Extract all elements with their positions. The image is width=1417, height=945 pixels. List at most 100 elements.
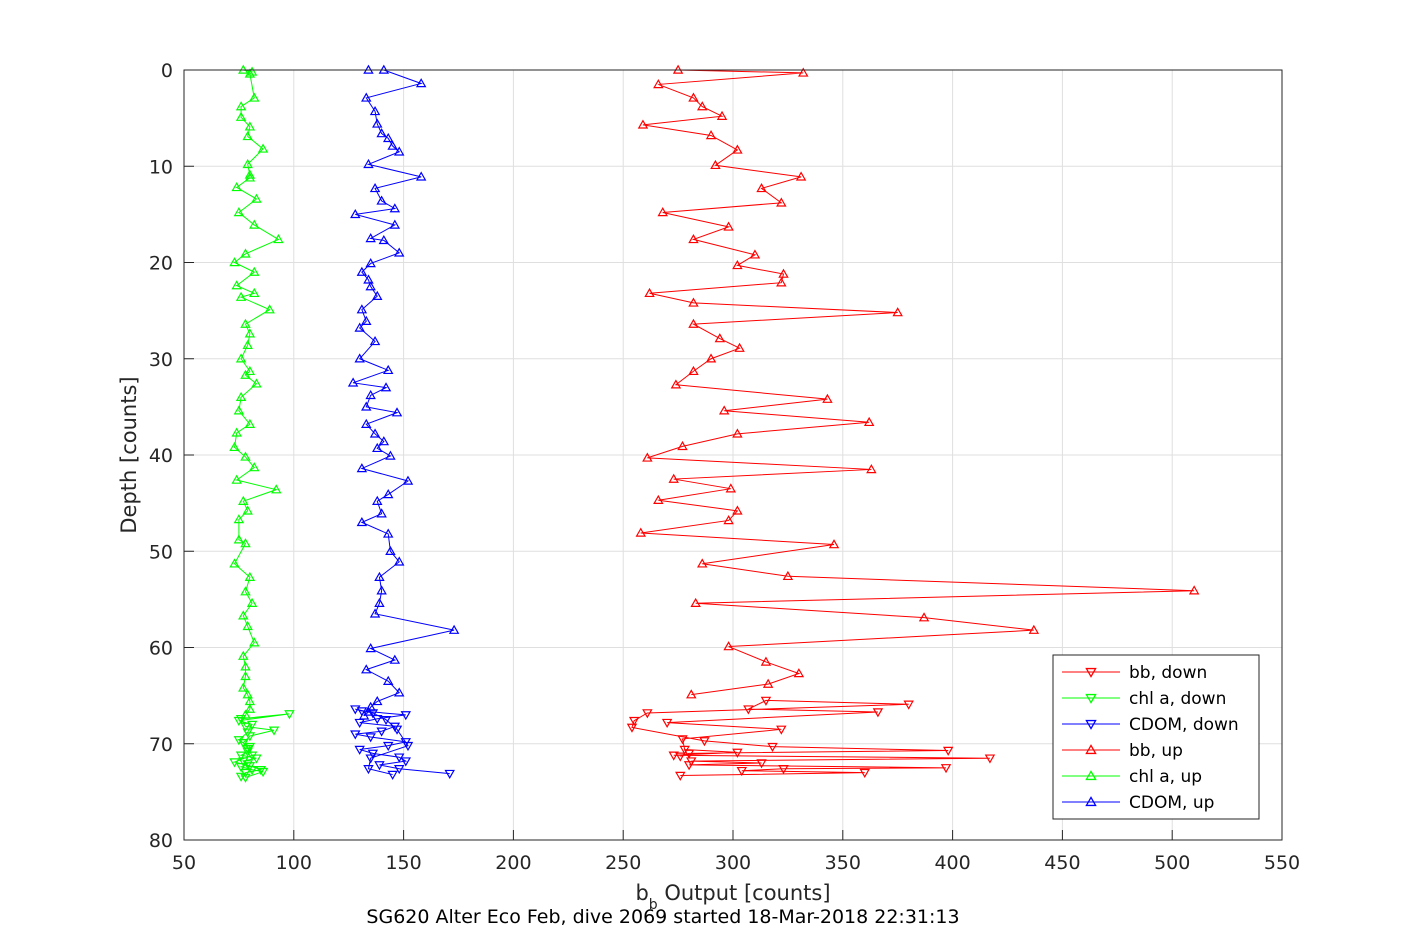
data-point-bb-down bbox=[776, 725, 787, 735]
data-point-bb-down bbox=[732, 748, 743, 758]
data-point-bb-up bbox=[828, 539, 840, 549]
data-point-bb-up bbox=[716, 110, 728, 120]
data-point-cdom-up bbox=[365, 281, 376, 291]
data-point-chl-a-down bbox=[233, 716, 245, 727]
data-point-cdom-up bbox=[382, 489, 394, 499]
data-point-chl-a-up bbox=[251, 193, 262, 203]
data-point-cdom-up bbox=[385, 450, 396, 460]
data-point-chl-a-down bbox=[240, 722, 251, 732]
data-point-cdom-up bbox=[356, 266, 368, 276]
series-bb-down bbox=[626, 696, 996, 781]
data-point-cdom-up bbox=[363, 64, 374, 74]
data-point-chl-a-down bbox=[240, 773, 251, 783]
series-cdom-up bbox=[347, 64, 460, 720]
legend: bb, down chl a, down CDOM, down bb, up chl a… bbox=[1052, 654, 1260, 820]
data-point-cdom-up bbox=[385, 545, 396, 556]
data-point-cdom-up bbox=[354, 353, 365, 363]
data-point-cdom-up bbox=[378, 436, 390, 446]
data-point-cdom-up bbox=[369, 608, 381, 618]
data-point-bb-down bbox=[903, 700, 914, 710]
data-point-bb-down bbox=[626, 723, 638, 733]
data-point-bb-up bbox=[688, 318, 699, 328]
data-point-bb-up bbox=[866, 464, 877, 474]
data-point-chl-a-down bbox=[268, 726, 280, 736]
legend-label-chl-a-down: chl a, down bbox=[1129, 689, 1226, 709]
data-point-chl-a-up bbox=[270, 484, 282, 494]
data-point-bb-up bbox=[892, 307, 903, 317]
data-point-bb-down bbox=[942, 746, 954, 756]
data-point-chl-a-down bbox=[235, 751, 247, 761]
data-point-bb-up bbox=[642, 452, 653, 462]
data-point-bb-down bbox=[668, 751, 679, 761]
data-point-cdom-down bbox=[376, 727, 387, 737]
data-point-bb-up bbox=[782, 570, 794, 581]
data-point-chl-a-up bbox=[246, 66, 258, 76]
data-point-cdom-up bbox=[391, 407, 403, 417]
data-point-cdom-down bbox=[393, 753, 405, 763]
x-tick-label: 500 bbox=[1154, 852, 1190, 874]
data-point-cdom-down bbox=[400, 711, 412, 721]
data-point-cdom-up bbox=[389, 654, 401, 664]
data-point-bb-up bbox=[822, 393, 833, 403]
data-point-chl-a-up bbox=[242, 158, 253, 169]
data-point-cdom-up bbox=[354, 322, 365, 332]
data-point-cdom-up bbox=[372, 290, 383, 300]
data-point-cdom-up bbox=[376, 195, 387, 205]
legend-box bbox=[1052, 654, 1260, 820]
data-point-chl-a-up bbox=[242, 339, 253, 350]
y-tick-label: 20 bbox=[149, 253, 173, 275]
y-tick-label: 30 bbox=[149, 349, 173, 371]
data-point-chl-a-up bbox=[233, 514, 245, 524]
data-point-chl-a-up bbox=[264, 304, 275, 314]
data-point-chl-a-up bbox=[231, 474, 242, 484]
data-point-chl-a-up bbox=[235, 101, 247, 111]
data-point-cdom-up bbox=[365, 643, 376, 653]
data-point-cdom-up bbox=[376, 508, 387, 518]
data-point-bb-up bbox=[644, 287, 655, 298]
legend-marker-chl-a-up bbox=[1085, 770, 1097, 781]
legend-marker-chl-a-down bbox=[1085, 693, 1097, 704]
data-point-chl-a-up bbox=[231, 280, 242, 290]
data-point-cdom-up bbox=[369, 182, 381, 193]
x-tick-label: 200 bbox=[495, 852, 531, 874]
data-point-cdom-up bbox=[382, 132, 394, 143]
y-tick-label: 0 bbox=[161, 60, 173, 82]
data-point-cdom-down bbox=[374, 761, 385, 771]
data-point-chl-a-up bbox=[238, 64, 249, 74]
data-point-chl-a-up bbox=[244, 68, 256, 78]
data-point-chl-a-up bbox=[240, 248, 251, 258]
data-point-bb-up bbox=[723, 641, 734, 651]
data-point-bb-up bbox=[734, 342, 745, 352]
data-point-bb-down bbox=[940, 764, 952, 774]
data-point-chl-a-up bbox=[257, 143, 269, 153]
data-point-bb-down bbox=[686, 757, 697, 767]
y-tick-label: 70 bbox=[149, 734, 173, 756]
data-point-bb-down bbox=[699, 737, 710, 747]
data-point-bb-up bbox=[732, 144, 743, 154]
data-point-cdom-down bbox=[372, 714, 383, 725]
data-point-cdom-up bbox=[361, 315, 372, 325]
data-point-bb-up bbox=[688, 365, 699, 376]
data-point-cdom-up bbox=[358, 710, 370, 720]
data-point-bb-up bbox=[723, 221, 734, 231]
data-point-bb-up bbox=[688, 92, 699, 102]
y-axis-label: Depth [counts] bbox=[117, 376, 141, 533]
data-point-cdom-down bbox=[444, 769, 455, 779]
x-tick-label: 300 bbox=[715, 852, 751, 874]
data-point-cdom-up bbox=[387, 140, 398, 150]
data-point-cdom-up bbox=[365, 233, 376, 243]
data-point-bb-down bbox=[683, 749, 695, 759]
data-point-bb-up bbox=[688, 233, 699, 244]
data-point-cdom-up bbox=[347, 377, 359, 387]
data-point-bb-down bbox=[756, 759, 767, 769]
data-point-chl-a-up bbox=[229, 558, 240, 568]
data-point-bb-up bbox=[637, 119, 649, 129]
data-point-chl-a-up bbox=[235, 291, 247, 301]
data-point-cdom-up bbox=[393, 146, 405, 156]
data-point-bb-down bbox=[675, 771, 686, 781]
x-tick-label: 150 bbox=[385, 852, 421, 874]
data-point-cdom-down bbox=[365, 733, 376, 743]
data-point-chl-a-up bbox=[231, 427, 242, 437]
data-point-bb-up bbox=[725, 483, 737, 493]
data-point-cdom-up bbox=[393, 687, 405, 697]
